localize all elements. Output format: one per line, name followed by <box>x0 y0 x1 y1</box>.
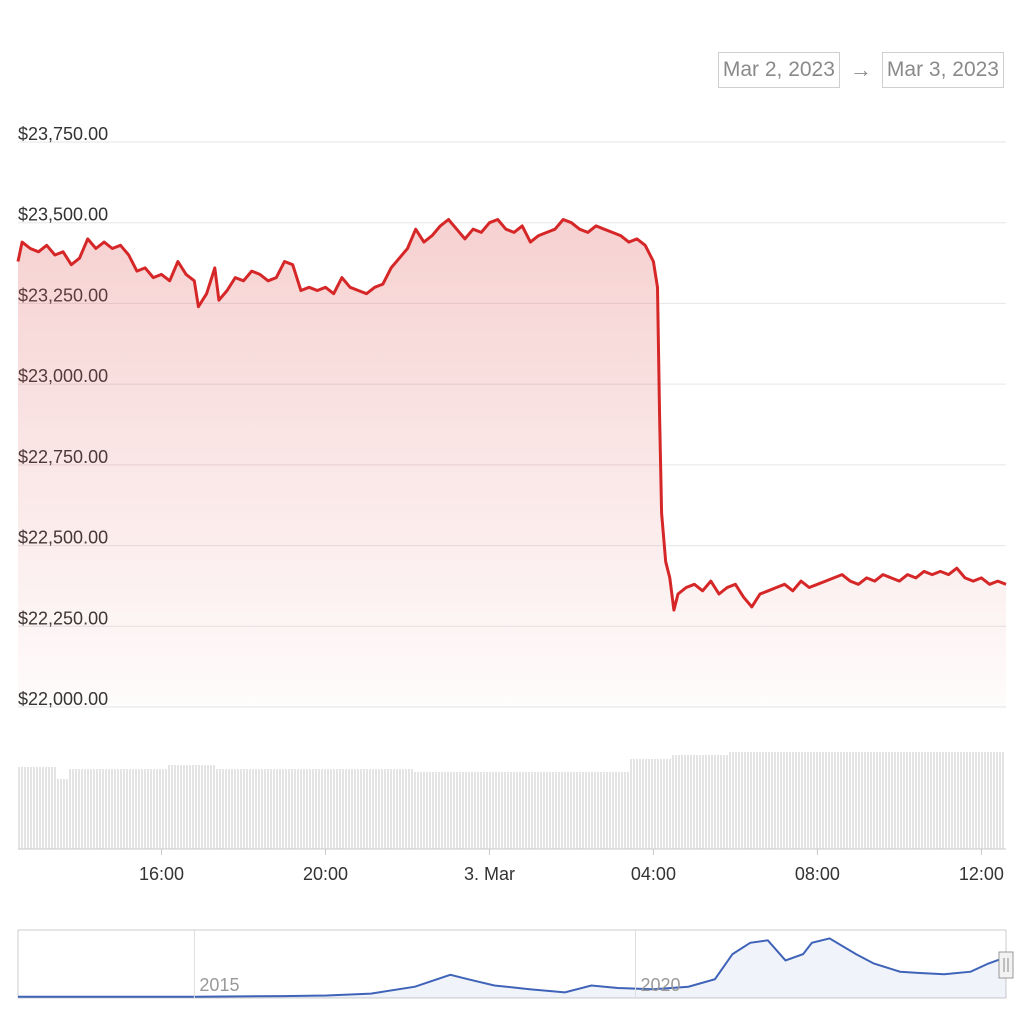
range-arrow: → <box>849 57 872 82</box>
navigator-label: 2015 <box>199 975 239 995</box>
navigator: 2015 2020 <box>17 929 1014 999</box>
x-tick-label: 12:00 <box>959 864 1004 884</box>
x-tick-label: 08:00 <box>795 864 840 884</box>
x-tick-label: 04:00 <box>631 864 676 884</box>
y-tick-label: $23,500.00 <box>18 205 108 225</box>
x-tick-label: 16:00 <box>139 864 184 884</box>
y-tick-label: $23,750.00 <box>18 124 108 144</box>
navigator-area <box>18 938 1006 998</box>
navigator-line <box>18 937 1007 998</box>
navigator-handle[interactable] <box>998 951 1014 979</box>
range-to-input[interactable]: Mar 3, 2023 <box>881 52 1004 88</box>
x-axis-labels: 16:00 20:00 3. Mar 04:00 08:00 12:00 <box>139 849 1004 884</box>
price-area-fill <box>18 219 1006 707</box>
volume-bars <box>18 752 1004 849</box>
date-range-selector: Mar 2, 2023 → Mar 3, 2023 <box>717 52 1004 88</box>
x-tick-label: 3. Mar <box>464 864 515 884</box>
price-line <box>16 218 1007 612</box>
x-tick-label: 20:00 <box>303 864 348 884</box>
range-from-input[interactable]: Mar 2, 2023 <box>717 52 840 88</box>
navigator-label: 2020 <box>641 975 681 995</box>
